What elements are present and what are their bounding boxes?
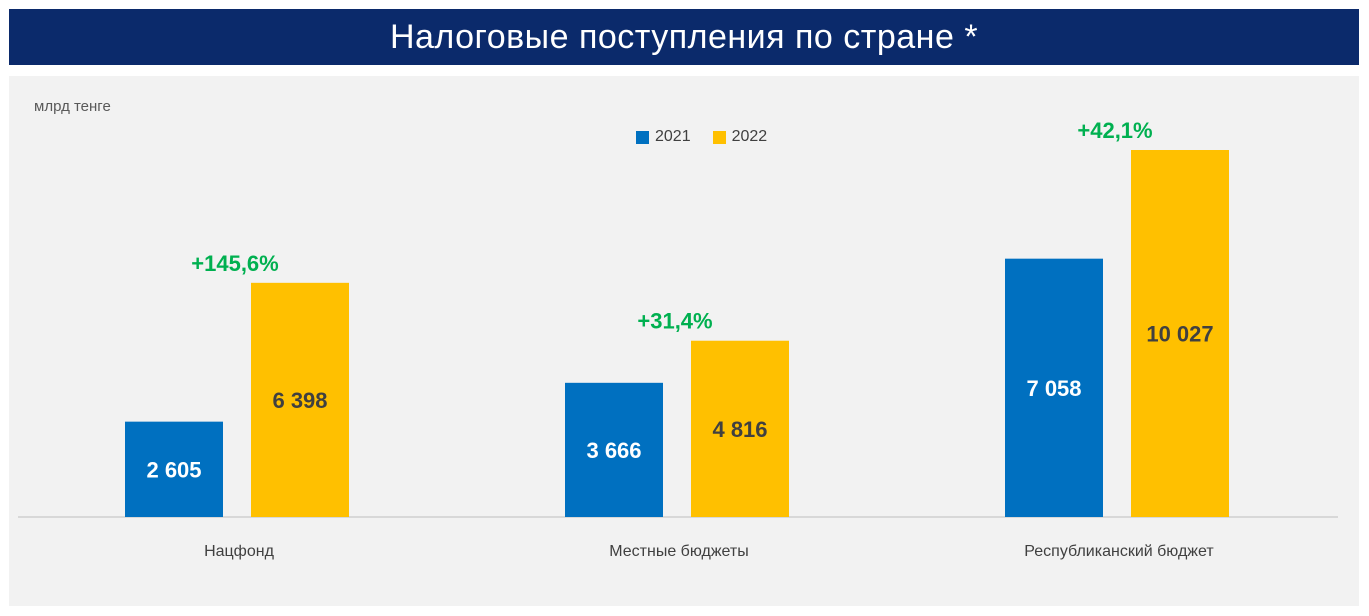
- category-label-1: Местные бюджеты: [609, 543, 748, 560]
- bar-2022-1: [691, 340, 789, 517]
- data-label-2022-1: 4 816: [712, 417, 767, 442]
- page-title: Налоговые поступления по стране *: [389, 17, 979, 56]
- data-label-2022-0: 6 398: [272, 388, 327, 413]
- legend-swatch-2022: [712, 130, 726, 144]
- data-label-2021-1: 3 666: [586, 438, 641, 463]
- legend-label-2021: 2021: [655, 128, 691, 145]
- legend-item-2021: 2021: [636, 128, 691, 146]
- growth-label-2: +42,1%: [1077, 118, 1152, 143]
- data-label-2022-2: 10 027: [1146, 322, 1213, 347]
- legend-swatch-2021: [636, 130, 649, 144]
- bar-2021-1: [565, 382, 663, 517]
- data-label-2021-0: 2 605: [146, 457, 201, 482]
- data-label-2021-2: 7 058: [1026, 376, 1081, 401]
- category-label-2: Республиканский бюджет: [1024, 543, 1214, 560]
- growth-label-0: +145,6%: [191, 251, 278, 276]
- header-banner: Налоговые поступления по стране *: [9, 9, 1359, 65]
- growth-label-1: +31,4%: [637, 309, 712, 334]
- bar-2022-0: [251, 282, 349, 517]
- bar-2022-2: [1131, 150, 1229, 517]
- category-label-0: Нацфонд: [204, 543, 275, 560]
- legend-label-2022: 2022: [731, 128, 768, 145]
- bar-2021-0: [125, 421, 223, 517]
- bar-2021-2: [1005, 258, 1103, 517]
- legend-item-2022: 2022: [712, 128, 768, 146]
- chart-legend: 2021 2022: [636, 128, 789, 146]
- unit-label: млрд тенге: [34, 98, 111, 115]
